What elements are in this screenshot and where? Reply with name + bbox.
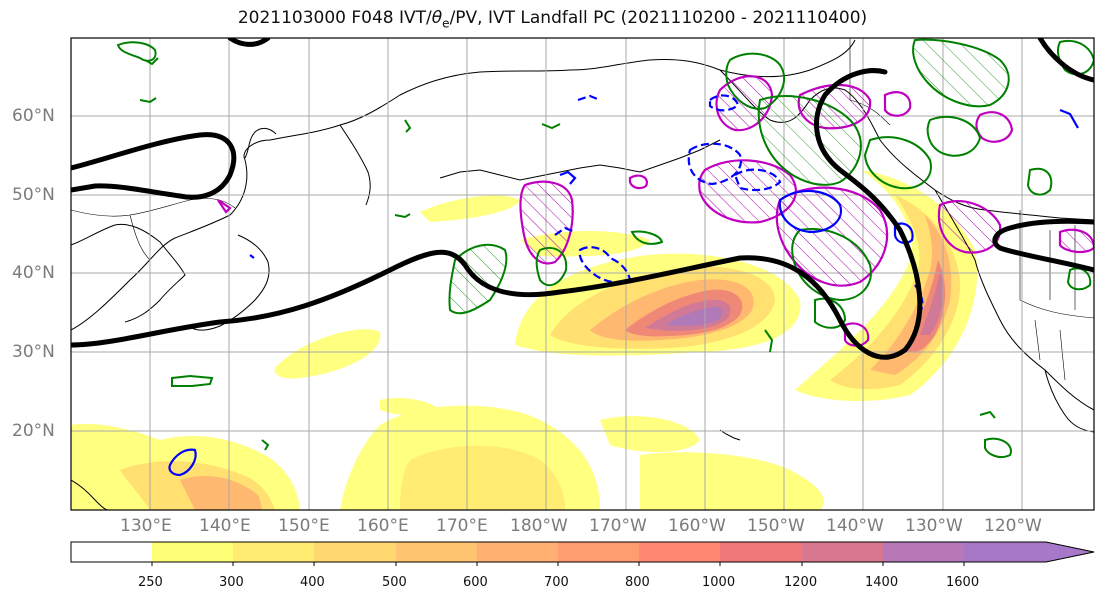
colorbar: [70, 541, 1095, 566]
theta-e-contours: [71, 38, 1094, 360]
lon-label-170e: 170°E: [436, 516, 488, 536]
lon-label-160w: 160°W: [668, 516, 726, 536]
colorbar-tick-1600: 1600: [946, 575, 980, 590]
lon-label-170w: 170°W: [589, 516, 647, 536]
lon-label-130w: 130°W: [905, 516, 963, 536]
lon-label-140w: 140°W: [826, 516, 884, 536]
graticule: [71, 38, 1094, 510]
lon-label-130e: 130°E: [120, 516, 172, 536]
colorbar-tick-250: 250: [138, 575, 163, 590]
lon-label-150w: 150°W: [747, 516, 805, 536]
colorbar-tick-800: 800: [625, 575, 650, 590]
map-title: 2021103000 F048 IVT/θe/PV, IVT Landfall …: [237, 8, 868, 31]
lon-label-140e: 140°E: [199, 516, 251, 536]
lon-label-160e: 160°E: [357, 516, 409, 536]
lon-label-150e: 150°E: [278, 516, 330, 536]
lat-label-20n: 20°N: [12, 421, 55, 441]
colorbar-tick-1200: 1200: [784, 575, 818, 590]
colorbar-tick-1400: 1400: [865, 575, 899, 590]
colorbar-tick-400: 400: [300, 575, 325, 590]
lon-label-120w: 120°W: [984, 516, 1042, 536]
colorbar-tick-600: 600: [463, 575, 488, 590]
lat-label-30n: 30°N: [12, 342, 55, 362]
lon-label-180w: 180°W: [510, 516, 568, 536]
colorbar-tick-1000: 1000: [702, 575, 736, 590]
map-plot-area: [71, 38, 1094, 510]
pv-negative-solid: [168, 108, 1079, 477]
lat-label-60n: 60°N: [12, 106, 55, 126]
map-border: [70, 37, 1095, 511]
colorbar-tick-500: 500: [382, 575, 407, 590]
lat-label-50n: 50°N: [12, 185, 55, 205]
lat-label-40n: 40°N: [12, 263, 55, 283]
colorbar-tick-300: 300: [219, 575, 244, 590]
ivt-shading: [71, 170, 978, 510]
colorbar-tick-700: 700: [544, 575, 569, 590]
